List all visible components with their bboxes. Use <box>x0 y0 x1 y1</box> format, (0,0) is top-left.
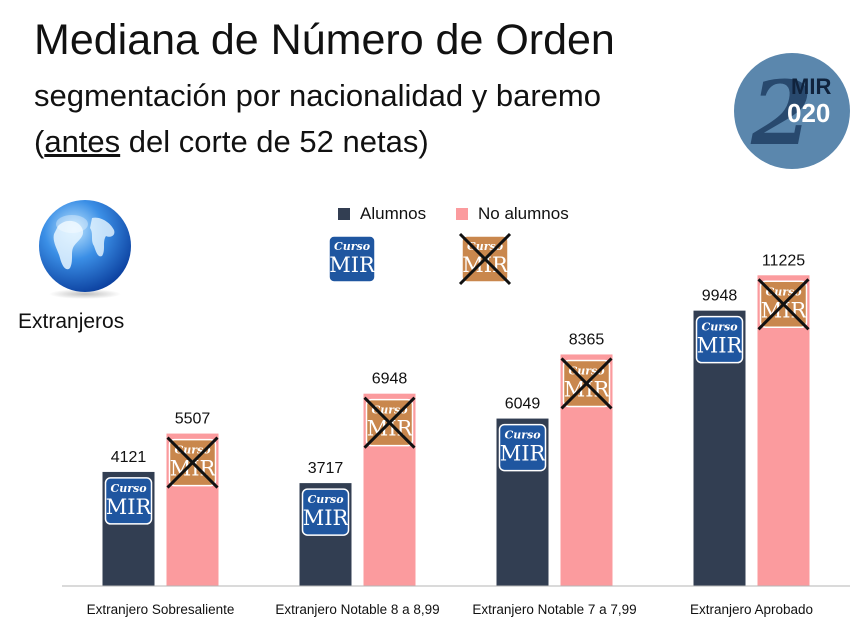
bar-logo-alumnos-2-tile <box>301 488 350 536</box>
note-open: ( <box>34 124 45 159</box>
data-label-alumnos-3: 6049 <box>505 396 541 413</box>
note-rest: del corte de 52 netas) <box>120 124 429 159</box>
bar-logo-alumnos-2-brand: MIR <box>303 506 350 530</box>
bar-logo-no-alumnos-4-cross-b <box>757 278 810 331</box>
badge-bottom-text: 020 <box>787 98 830 128</box>
x-tick-label-1: Extranjero Sobresaliente <box>87 602 235 617</box>
legend-logo-alumnos-tile <box>328 235 376 283</box>
legend-logo-alumnos-brand: MIR <box>329 253 376 277</box>
bar-logo-alumnos-4-brand: MIR <box>697 334 744 358</box>
data-label-no-alumnos-4: 11225 <box>762 252 805 269</box>
x-tick-label-2: Extranjero Notable 8 a 8,99 <box>275 602 439 617</box>
legend-item-no-alumnos: No alumnos <box>456 204 569 224</box>
chart-title: Mediana de Número de Orden <box>34 16 615 64</box>
bar-logo-alumnos-1-script: Curso <box>110 482 146 495</box>
legend-swatch-alumnos <box>338 208 350 220</box>
legend-swatch-no-alumnos <box>456 208 468 220</box>
bar-logo-alumnos-1-tile <box>104 477 153 525</box>
bar-logo-alumnos-3-brand: MIR <box>500 442 547 466</box>
x-tick-label-4: Extranjero Aprobado <box>690 602 813 617</box>
badge-top-text: MIR <box>791 74 831 99</box>
data-label-no-alumnos-1: 5507 <box>175 411 211 428</box>
bar-logo-no-alumnos-3-cross-b <box>560 357 613 410</box>
bar-logo-alumnos-3-script: Curso <box>504 429 540 442</box>
badge-numeral: 2 <box>750 61 812 165</box>
bar-logo-alumnos-2-script: Curso <box>307 493 343 506</box>
legend-logo-no-alumnos-cross-b <box>458 232 512 286</box>
legend-logo-alumnos-script: Curso <box>334 240 370 253</box>
badge-circle <box>734 53 850 169</box>
data-label-no-alumnos-2: 6948 <box>372 371 408 388</box>
data-label-alumnos-1: 4121 <box>111 449 147 466</box>
chart-subtitle: segmentación por nacionalidad y baremo <box>34 78 601 113</box>
bar-logo-no-alumnos-1-cross-b <box>166 436 219 489</box>
bar-logo-alumnos-1-brand: MIR <box>106 495 153 519</box>
mir-2020-badge: 2 MIR 020 <box>734 53 850 169</box>
region-label: Extranjeros <box>18 310 125 333</box>
legend-label-alumnos: Alumnos <box>360 204 427 223</box>
data-label-alumnos-2: 3717 <box>308 460 344 477</box>
bar-logo-alumnos-3-tile <box>498 423 547 472</box>
globe-icon <box>39 200 131 299</box>
legend-item-alumnos: Alumnos <box>338 204 426 224</box>
note-underlined: antes <box>44 124 121 159</box>
data-label-alumnos-4: 9948 <box>702 288 738 305</box>
x-tick-label-3: Extranjero Notable 7 a 7,99 <box>472 602 636 617</box>
chart-note: (antes del corte de 52 netas) <box>34 122 429 162</box>
bar-logo-no-alumnos-2-cross-b <box>363 396 416 449</box>
legend-label-no-alumnos: No alumnos <box>478 204 569 223</box>
bar-logo-alumnos-4-script: Curso <box>701 321 737 334</box>
data-label-no-alumnos-3: 8365 <box>569 331 605 348</box>
bar-logo-alumnos-4-tile <box>695 315 744 364</box>
